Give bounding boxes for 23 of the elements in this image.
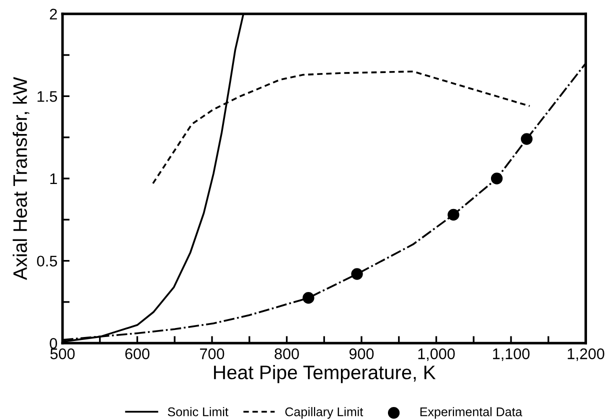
x-tick-label: 700	[200, 348, 224, 360]
legend-label: Sonic Limit	[168, 407, 228, 416]
y-tick-label: 2	[50, 8, 57, 20]
y-tick-label: 1	[50, 174, 57, 184]
point	[490, 172, 503, 184]
y-tick-label: 0.5	[37, 256, 58, 267]
x-tick-label: 900	[349, 348, 374, 360]
y-tick-label: 1.5	[38, 91, 58, 102]
x-tick-label: 500	[50, 348, 75, 360]
y-axis-title: Axial Heat Transfer, kW	[12, 76, 30, 280]
point	[520, 133, 533, 145]
x-tick-label: 1,000	[418, 348, 455, 362]
x-tick-label: 800	[274, 348, 299, 360]
point	[351, 268, 363, 280]
legend-label: Experimental Data	[420, 407, 522, 419]
y-tick-label: 0	[50, 338, 58, 349]
legend-label: Capillary Limit	[285, 407, 364, 419]
x-axis-title: Heat Pipe Temperature, K	[214, 365, 436, 384]
point	[302, 292, 314, 304]
point	[448, 208, 460, 221]
x-tick-label: 600	[125, 348, 150, 360]
x-tick-label: 1,100	[493, 348, 530, 362]
x-tick-label: 1,200	[568, 348, 604, 362]
